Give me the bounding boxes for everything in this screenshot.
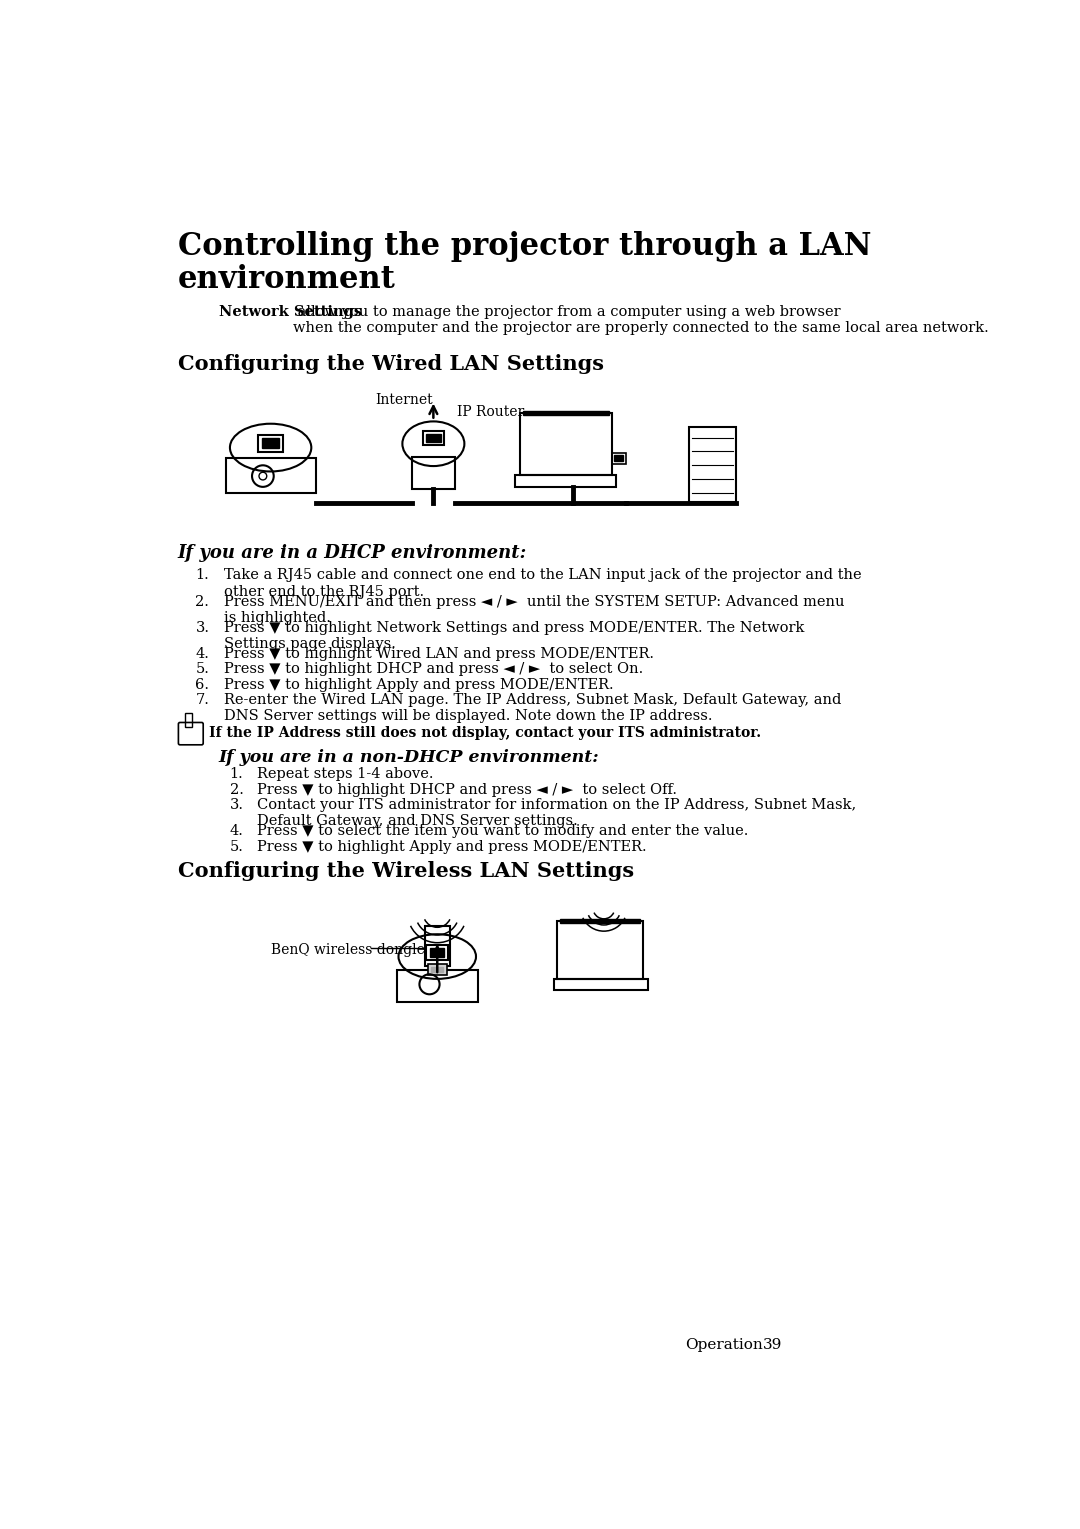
Text: 6.: 6. [195,677,210,691]
Text: Press MENU/EXIT and then press ◄ / ►  until the SYSTEM SETUP: Advanced menu
is h: Press MENU/EXIT and then press ◄ / ► unt… [225,595,845,625]
Text: Network Settings: Network Settings [218,306,362,320]
Text: 1.: 1. [195,569,210,583]
Text: Contact your ITS administrator for information on the IP Address, Subnet Mask,
D: Contact your ITS administrator for infor… [257,798,856,829]
Bar [411,457,455,489]
Bar [430,948,444,957]
Bar [554,979,648,991]
Text: If the IP Address still does not display, contact your ITS administrator.: If the IP Address still does not display… [208,726,760,740]
Text: Take a RJ45 cable and connect one end to the LAN input jack of the projector and: Take a RJ45 cable and connect one end to… [225,569,862,599]
Text: 5.: 5. [195,662,210,676]
Bar [185,713,192,728]
Bar [422,431,444,445]
Text: 5.: 5. [230,839,243,853]
Bar [426,434,441,442]
FancyArrowPatch shape [433,946,441,972]
Bar [397,969,477,1001]
Bar [689,427,735,502]
Circle shape [259,472,267,480]
Bar [515,474,616,486]
Bar [428,965,446,976]
Text: Controlling the projector through a LAN: Controlling the projector through a LAN [177,231,872,261]
Text: Press ▼ to highlight DHCP and press ◄ / ►  to select On.: Press ▼ to highlight DHCP and press ◄ / … [225,662,644,676]
Text: Press ▼ to highlight Apply and press MODE/ENTER.: Press ▼ to highlight Apply and press MOD… [225,677,613,691]
Text: Re-enter the Wired LAN page. The IP Address, Subnet Mask, Default Gateway, and
D: Re-enter the Wired LAN page. The IP Addr… [225,693,841,723]
Text: Configuring the Wireless LAN Settings: Configuring the Wireless LAN Settings [177,861,634,881]
Text: 1.: 1. [230,768,243,781]
Text: 4.: 4. [230,824,243,838]
Bar [262,437,279,448]
Text: Operation: Operation [685,1338,762,1353]
Bar [431,968,444,972]
Bar [226,459,315,492]
Text: If you are in a DHCP environment:: If you are in a DHCP environment: [177,544,527,561]
Bar [521,413,611,474]
Text: Configuring the Wired LAN Settings: Configuring the Wired LAN Settings [177,355,604,375]
Bar [611,453,625,463]
Bar [559,919,640,924]
Bar [523,411,609,416]
Text: Press ▼ to select the item you want to modify and enter the value.: Press ▼ to select the item you want to m… [257,824,748,838]
Text: Press ▼ to highlight DHCP and press ◄ / ►  to select Off.: Press ▼ to highlight DHCP and press ◄ / … [257,783,677,797]
Text: 3.: 3. [230,798,244,812]
Text: Internet: Internet [375,393,433,407]
Text: Press ▼ to highlight Wired LAN and press MODE/ENTER.: Press ▼ to highlight Wired LAN and press… [225,647,654,661]
FancyArrowPatch shape [430,407,437,417]
Bar [557,920,643,979]
Text: environment: environment [177,265,395,295]
Text: 2.: 2. [195,595,210,609]
Text: allow you to manage the projector from a computer using a web browser
when the c: allow you to manage the projector from a… [293,306,989,335]
Text: IP Router: IP Router [457,405,524,419]
Text: If you are in a non-DHCP environment:: If you are in a non-DHCP environment: [218,749,599,766]
Text: 4.: 4. [195,647,210,661]
Text: Repeat steps 1-4 above.: Repeat steps 1-4 above. [257,768,434,781]
Text: BenQ wireless dongle: BenQ wireless dongle [271,943,424,957]
Bar [258,436,283,453]
Text: Press ▼ to highlight Network Settings and press MODE/ENTER. The Network
Settings: Press ▼ to highlight Network Settings an… [225,621,805,651]
Text: 2.: 2. [230,783,243,797]
Text: 39: 39 [762,1338,782,1353]
Bar [613,456,623,462]
Bar [427,945,448,960]
Text: 3.: 3. [195,621,210,635]
Text: Press ▼ to highlight Apply and press MODE/ENTER.: Press ▼ to highlight Apply and press MOD… [257,839,647,853]
Text: 7.: 7. [195,693,210,708]
Bar [424,925,449,966]
